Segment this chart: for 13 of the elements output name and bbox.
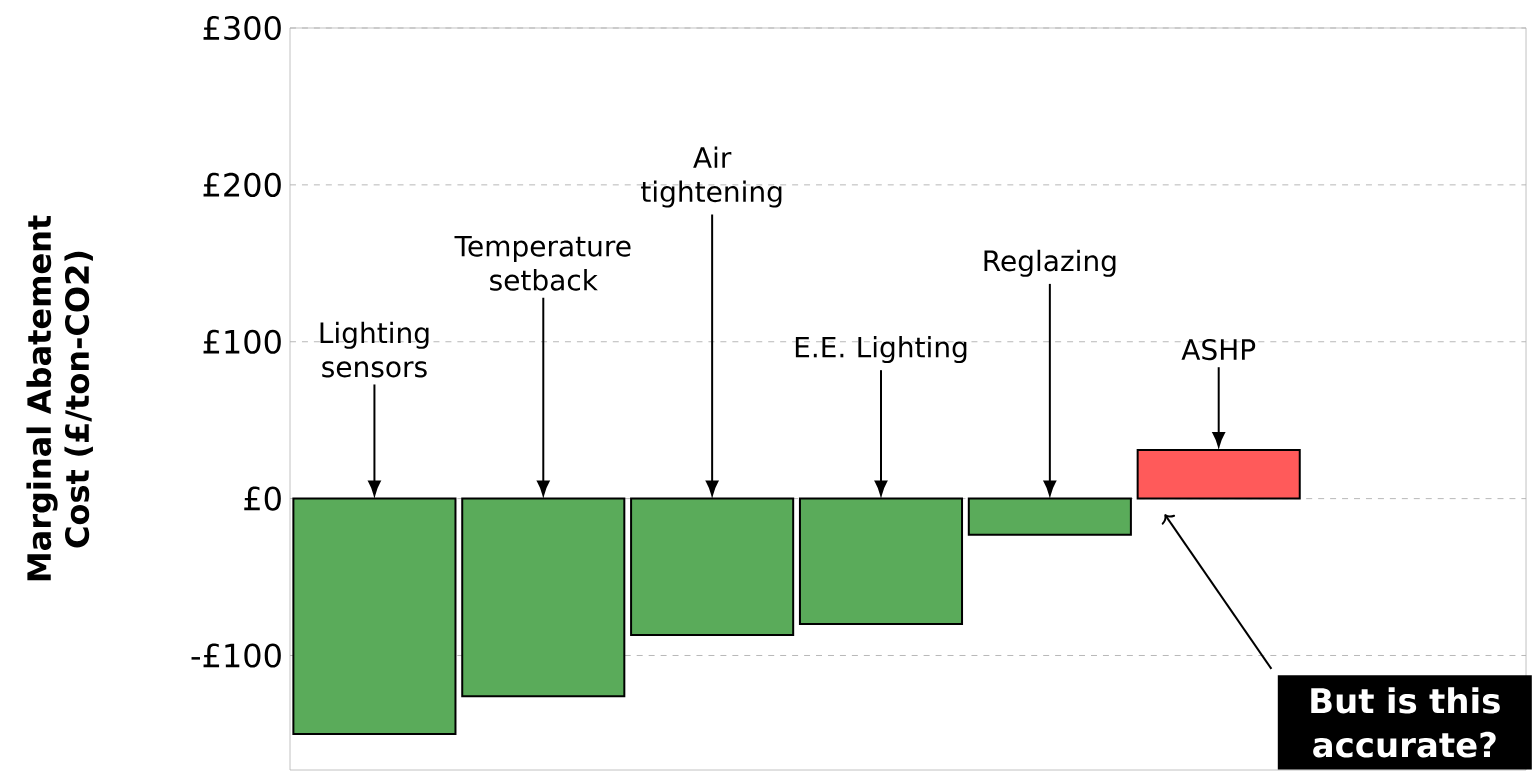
y-tick-label: -£100 (191, 643, 281, 668)
x-tick-label: Lighting sensors (320, 321, 429, 378)
x-tick-label: ASHP (1181, 338, 1256, 361)
y-tick-label: £100 (203, 329, 281, 354)
x-tick-label: E.E. Lighting (795, 336, 967, 364)
text: But is this accurate? (1311, 687, 1500, 758)
y-tick-label: £200 (203, 172, 281, 197)
y-axis-title: Marginal Abatement Cost (£/ton-CO2) (26, 215, 93, 581)
y-tick-label: £0 (244, 486, 281, 511)
y-tick-label: £300 (203, 15, 281, 41)
x-tick-label: Temperature setback (454, 235, 631, 291)
x-tick-label: Air tightening (641, 146, 782, 208)
x-tick-label: Reglazing (984, 249, 1116, 277)
